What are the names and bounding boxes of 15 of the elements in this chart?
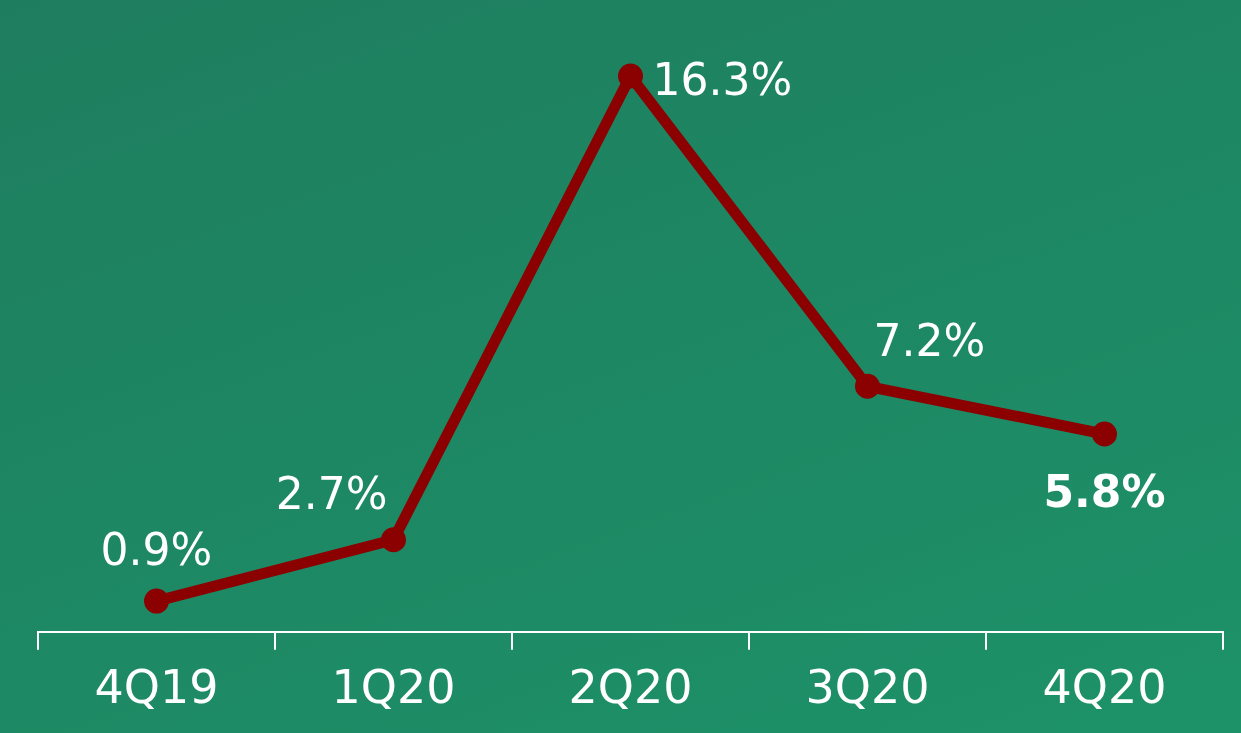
point xyxy=(144,588,169,614)
data-label: 2.7% xyxy=(275,468,388,520)
point xyxy=(381,527,406,553)
x-tick-label: 2Q20 xyxy=(568,660,693,715)
data-label: 5.8% xyxy=(1043,466,1166,518)
point xyxy=(855,373,880,399)
x-tick-label: 1Q20 xyxy=(331,660,456,715)
point xyxy=(1092,421,1117,447)
data-label: 16.3% xyxy=(652,54,793,106)
point xyxy=(618,63,643,89)
x-tick-label: 4Q19 xyxy=(94,660,219,715)
x-tick-label: 3Q20 xyxy=(805,660,930,715)
data-label: 0.9% xyxy=(100,523,213,575)
x-tick-label: 4Q20 xyxy=(1042,660,1167,715)
data-label: 7.2% xyxy=(873,314,986,366)
